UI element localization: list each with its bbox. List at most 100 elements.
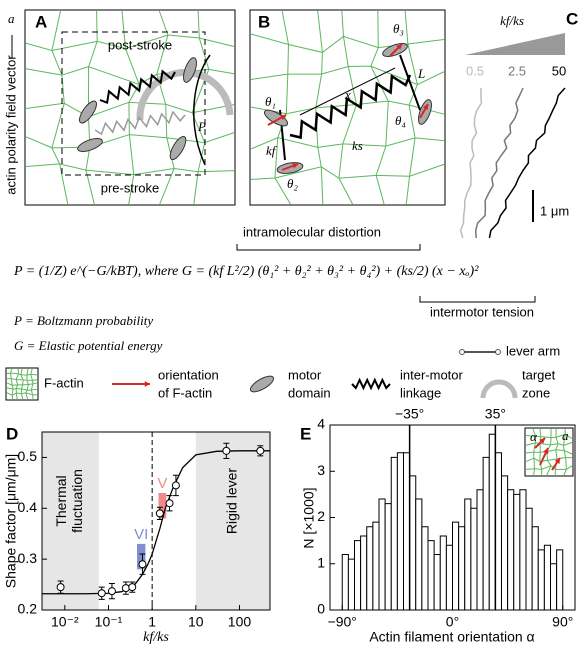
histogram-bar: [525, 507, 533, 611]
lever-end: [459, 349, 465, 355]
motor-domain: [418, 99, 432, 125]
region: [42, 432, 99, 610]
trace: [488, 87, 566, 239]
label: kf/ks: [500, 13, 524, 28]
histogram-bar: [537, 549, 545, 611]
label: P: [197, 119, 206, 134]
histogram-bar: [433, 554, 441, 611]
histogram-bar: [396, 452, 404, 611]
label: inter-motor: [400, 367, 464, 382]
histogram-bar: [439, 535, 447, 611]
label: target: [522, 367, 556, 382]
y-tick-label: 2: [317, 508, 325, 524]
histogram-bar: [378, 498, 386, 611]
data-point: [256, 446, 265, 455]
histogram-bar: [445, 544, 453, 611]
region-label: Rigid lever: [224, 468, 240, 534]
motor-domain: [78, 100, 98, 124]
arrow-head: [422, 104, 428, 110]
panel-d: Thermal fluctuation Rigid lever VI V 10⁻² 10⁻¹…: [3, 424, 271, 645]
histogram-bar: [470, 507, 478, 611]
panel-b: Bθ₁ θ₂ θ₃ θ₄ x Lks kf: [249, 9, 446, 206]
trace: [459, 87, 483, 239]
arrow-head: [144, 381, 150, 387]
histogram-bar: [513, 493, 521, 611]
label: motor: [288, 367, 322, 382]
trace: [474, 87, 524, 239]
label: θ₄: [395, 113, 406, 128]
bracket: [236, 244, 421, 251]
lever-end: [495, 349, 501, 355]
x-tick-label: −90°: [328, 614, 357, 630]
region: [195, 432, 270, 610]
label: a⃗: [8, 11, 25, 26]
label: intermotor tension: [430, 304, 534, 319]
label: domain: [288, 385, 331, 400]
spring: [99, 69, 176, 105]
region-label: Thermal: [53, 475, 69, 526]
histogram-bar: [476, 489, 484, 611]
data-point: [107, 587, 116, 596]
histogram-bar: [482, 456, 490, 611]
motor-domain: [249, 375, 275, 393]
histogram-bar: [421, 526, 429, 611]
plot-frame: [41, 431, 271, 611]
data-point: [121, 584, 130, 593]
histogram-bar: [360, 535, 368, 611]
label: F-actin: [44, 375, 84, 390]
label: P = Boltzmann probability: [13, 313, 153, 328]
arrow-head: [539, 438, 545, 444]
lever: [399, 54, 421, 111]
panel-label: A: [35, 12, 47, 31]
motor-domain: [183, 57, 197, 83]
formula: P = (1/Z) e^(−G/kBT), where G = (kf L²/2…: [13, 264, 479, 279]
y-tick-label: 0.2: [18, 601, 38, 617]
y-tick-label: 0.5: [18, 448, 38, 464]
reference-label: −35°: [395, 406, 424, 422]
y-tick-label: 3: [317, 462, 325, 478]
axis-label: actin polarity field vector: [3, 55, 18, 195]
histogram-bar: [464, 498, 472, 611]
dashed-box: [61, 31, 206, 176]
histogram-bar: [427, 540, 435, 611]
label: θ₂: [287, 176, 298, 191]
label: x: [344, 87, 351, 102]
label: of F-actin: [158, 385, 212, 400]
histogram-bar: [347, 558, 355, 611]
label: post-stroke: [108, 37, 172, 52]
x-dim: [299, 67, 396, 116]
linkage-icon: [351, 377, 391, 391]
histogram-bar: [531, 526, 539, 611]
box-label: VI: [134, 526, 148, 543]
x-tick-label: 100: [228, 614, 252, 630]
histogram-bar: [556, 549, 564, 611]
histogram-bar: [390, 456, 398, 611]
inset-label: a⃗: [562, 428, 579, 443]
actin-mesh: [6, 368, 38, 400]
target-zone: [136, 69, 234, 121]
histogram-bar: [384, 503, 392, 611]
histogram-bar: [519, 489, 527, 611]
data-point: [155, 509, 164, 518]
histogram-bar: [366, 526, 374, 611]
label: ks: [352, 138, 363, 153]
level-label: 50: [552, 63, 566, 78]
y-tick-label: 1: [317, 554, 325, 570]
histogram-bar: [550, 563, 558, 611]
data-point: [138, 560, 147, 569]
panel-e: −35° 35° −90° 0° 90° 0 1 2 3 4 α a⃗ E N [×1000] Actin …: [300, 406, 579, 645]
panel-label: E: [300, 424, 311, 443]
x-tick-label: 10: [188, 614, 204, 630]
data-point: [128, 583, 137, 592]
histogram-bar: [452, 521, 460, 611]
highlight-box: [158, 493, 167, 519]
histogram-bar: [341, 554, 349, 611]
data-point: [56, 583, 65, 592]
box-label: V: [157, 475, 167, 492]
arrow-head: [396, 44, 402, 50]
label: intramolecular distortion: [243, 224, 381, 239]
histogram-bar: [543, 544, 551, 611]
label: 1 μm: [540, 203, 569, 218]
label: θ₃: [393, 21, 404, 36]
